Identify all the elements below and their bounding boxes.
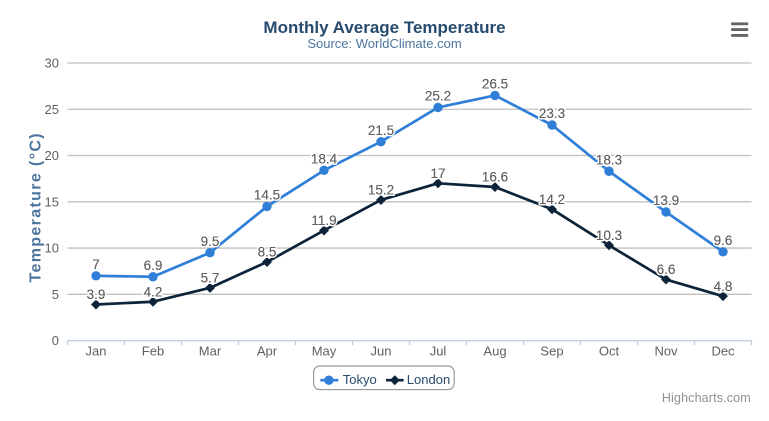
svg-text:25.2: 25.2 bbox=[425, 89, 451, 104]
svg-text:Monthly Average Temperature: Monthly Average Temperature bbox=[263, 18, 505, 37]
svg-text:15.2: 15.2 bbox=[368, 183, 394, 198]
svg-text:18.4: 18.4 bbox=[311, 152, 338, 167]
svg-text:15: 15 bbox=[45, 194, 59, 209]
svg-text:9.5: 9.5 bbox=[201, 234, 220, 249]
svg-text:6.6: 6.6 bbox=[657, 262, 676, 277]
svg-text:Oct: Oct bbox=[599, 343, 620, 358]
svg-text:14.5: 14.5 bbox=[254, 188, 280, 203]
svg-text:9.5: 9.5 bbox=[201, 234, 220, 249]
svg-text:13.9: 13.9 bbox=[653, 193, 679, 208]
svg-text:3.9: 3.9 bbox=[87, 287, 106, 302]
svg-text:26.5: 26.5 bbox=[482, 77, 508, 92]
svg-text:Apr: Apr bbox=[257, 343, 278, 358]
svg-text:7: 7 bbox=[92, 257, 100, 272]
svg-text:11.9: 11.9 bbox=[311, 213, 336, 228]
svg-text:16.6: 16.6 bbox=[482, 170, 508, 185]
svg-text:25: 25 bbox=[45, 102, 59, 117]
svg-text:10.3: 10.3 bbox=[596, 228, 622, 243]
svg-text:18.3: 18.3 bbox=[596, 152, 622, 167]
svg-text:16.6: 16.6 bbox=[482, 170, 508, 185]
svg-text:13.9: 13.9 bbox=[653, 193, 679, 208]
svg-text:Nov: Nov bbox=[654, 343, 678, 358]
svg-text:3.9: 3.9 bbox=[87, 287, 106, 302]
svg-text:Highcharts.com: Highcharts.com bbox=[662, 391, 751, 405]
svg-text:9.6: 9.6 bbox=[714, 233, 733, 248]
svg-text:21.5: 21.5 bbox=[368, 123, 394, 138]
svg-text:26.5: 26.5 bbox=[482, 77, 508, 92]
svg-text:30: 30 bbox=[45, 56, 59, 71]
svg-text:10.3: 10.3 bbox=[596, 228, 622, 243]
svg-text:15.2: 15.2 bbox=[368, 183, 394, 198]
svg-text:Dec: Dec bbox=[711, 343, 735, 358]
svg-text:6.6: 6.6 bbox=[657, 262, 676, 277]
svg-text:4.8: 4.8 bbox=[714, 279, 733, 294]
svg-text:Jun: Jun bbox=[371, 343, 392, 358]
svg-text:10: 10 bbox=[45, 241, 59, 256]
svg-text:Temperature (°C): Temperature (°C) bbox=[27, 132, 44, 282]
svg-text:8.5: 8.5 bbox=[258, 245, 277, 260]
svg-text:25.2: 25.2 bbox=[425, 89, 451, 104]
svg-text:9.6: 9.6 bbox=[714, 233, 733, 248]
svg-text:Aug: Aug bbox=[483, 343, 506, 358]
svg-text:4.8: 4.8 bbox=[714, 279, 733, 294]
svg-text:Sep: Sep bbox=[540, 343, 563, 358]
svg-text:18.4: 18.4 bbox=[311, 152, 338, 167]
svg-text:London: London bbox=[407, 372, 450, 387]
svg-text:20: 20 bbox=[45, 148, 59, 163]
svg-text:14.2: 14.2 bbox=[539, 192, 565, 207]
svg-text:May: May bbox=[312, 343, 337, 358]
svg-text:11.9: 11.9 bbox=[311, 213, 336, 228]
svg-text:Jul: Jul bbox=[430, 343, 447, 358]
svg-text:7: 7 bbox=[92, 257, 100, 272]
svg-text:23.3: 23.3 bbox=[539, 106, 565, 121]
svg-text:4.2: 4.2 bbox=[144, 284, 163, 299]
svg-text:4.2: 4.2 bbox=[144, 284, 163, 299]
svg-text:Jan: Jan bbox=[86, 343, 107, 358]
svg-text:Mar: Mar bbox=[199, 343, 222, 358]
svg-text:17: 17 bbox=[430, 166, 445, 181]
svg-text:5: 5 bbox=[52, 287, 59, 302]
svg-text:Feb: Feb bbox=[142, 343, 164, 358]
svg-text:14.2: 14.2 bbox=[539, 192, 565, 207]
svg-text:Tokyo: Tokyo bbox=[343, 372, 377, 387]
svg-text:21.5: 21.5 bbox=[368, 123, 394, 138]
svg-text:6.9: 6.9 bbox=[144, 258, 163, 273]
svg-text:23.3: 23.3 bbox=[539, 106, 565, 121]
svg-text:18.3: 18.3 bbox=[596, 152, 622, 167]
svg-text:6.9: 6.9 bbox=[144, 258, 163, 273]
svg-text:14.5: 14.5 bbox=[254, 188, 280, 203]
svg-text:17: 17 bbox=[430, 166, 445, 181]
svg-text:5.7: 5.7 bbox=[201, 270, 220, 285]
svg-text:0: 0 bbox=[52, 333, 59, 348]
svg-text:8.5: 8.5 bbox=[258, 245, 277, 260]
svg-text:Source: WorldClimate.com: Source: WorldClimate.com bbox=[307, 36, 461, 51]
svg-text:5.7: 5.7 bbox=[201, 270, 220, 285]
